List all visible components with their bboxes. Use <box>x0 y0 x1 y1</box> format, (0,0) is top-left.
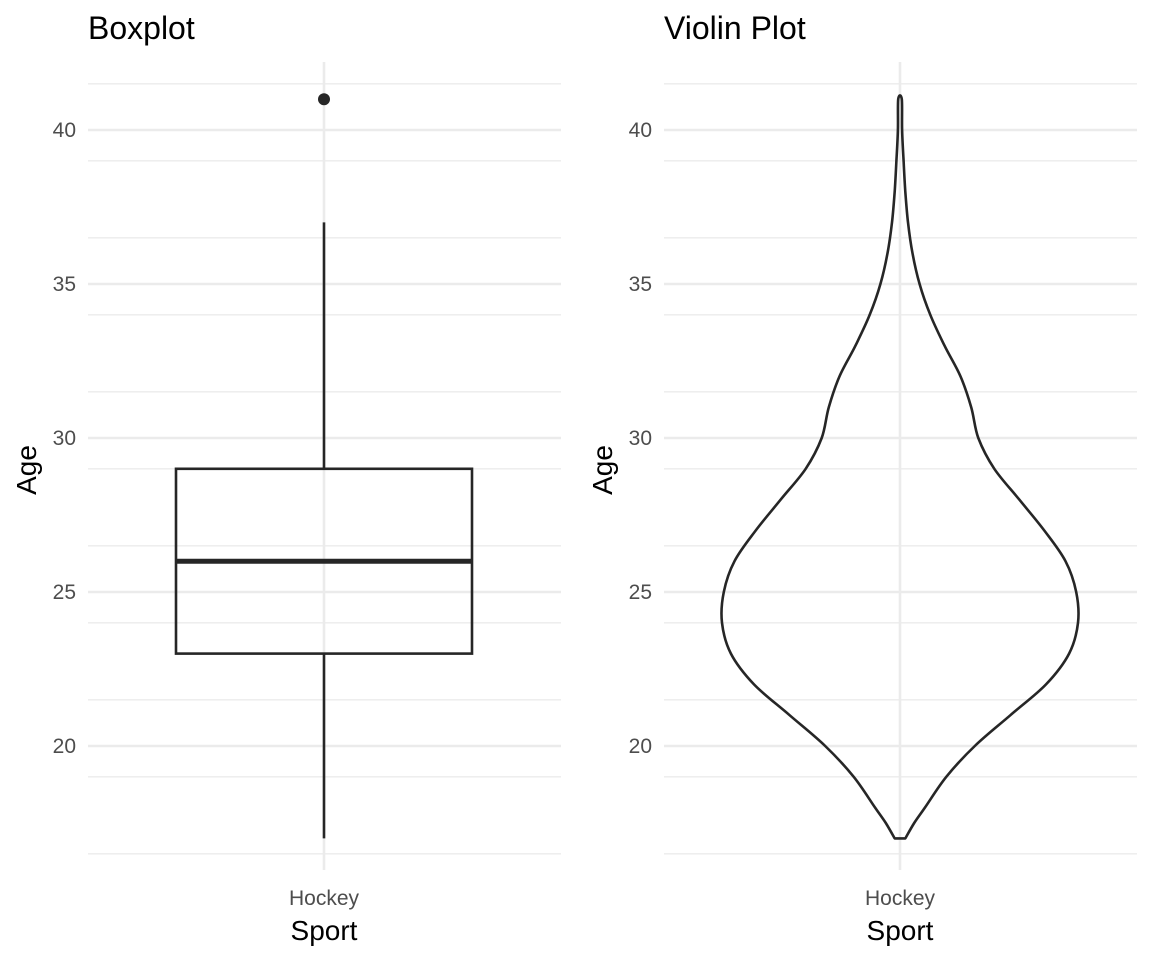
violin-y-axis-title: Age <box>587 445 618 495</box>
violin-x-tick-label: Hockey <box>865 887 936 910</box>
y-tick-label: 35 <box>53 273 76 296</box>
y-tick-label: 30 <box>53 427 76 450</box>
boxplot-x-tick-label: Hockey <box>289 887 360 910</box>
violin-grid <box>664 62 1137 870</box>
boxplot-y-ticks: 20 25 30 35 40 <box>53 119 76 758</box>
boxplot-marks <box>174 93 474 839</box>
y-tick-label: 40 <box>53 119 76 142</box>
violin-panel: Violin Plot 20 25 30 35 40 Hockey Sport Age <box>587 10 1137 946</box>
y-tick-label: 20 <box>629 735 652 758</box>
violin-shape <box>720 94 1080 840</box>
boxplot-panel: Boxplot 20 25 30 35 40 Hockey Sport Age <box>11 10 561 946</box>
violin-marks <box>720 94 1080 840</box>
y-tick-label: 40 <box>629 119 652 142</box>
y-tick-label: 25 <box>53 581 76 604</box>
boxplot-title: Boxplot <box>88 10 195 46</box>
boxplot-x-axis-title: Sport <box>291 915 358 946</box>
boxplot-y-axis-title: Age <box>11 445 42 495</box>
y-tick-label: 35 <box>629 273 652 296</box>
violin-x-axis-title: Sport <box>867 915 934 946</box>
violin-title: Violin Plot <box>664 10 806 46</box>
outlier-point <box>318 93 330 106</box>
y-tick-label: 20 <box>53 735 76 758</box>
y-tick-label: 25 <box>629 581 652 604</box>
violin-y-ticks: 20 25 30 35 40 <box>629 119 652 758</box>
y-tick-label: 30 <box>629 427 652 450</box>
